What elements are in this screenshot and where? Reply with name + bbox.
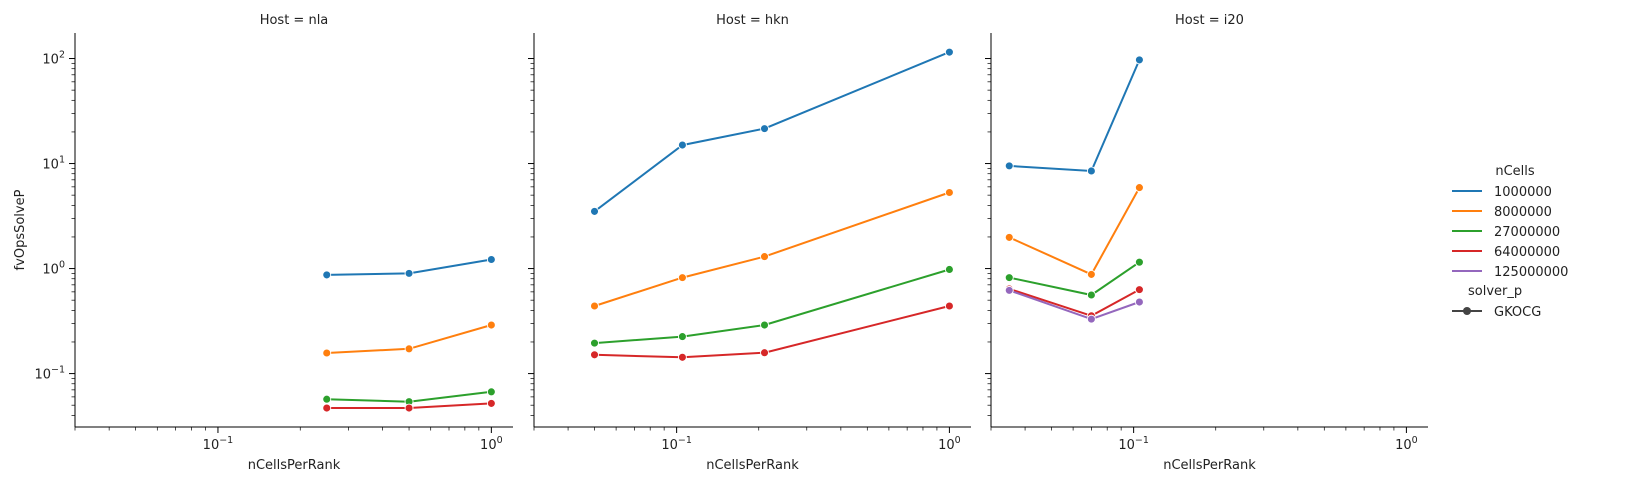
data-point-8000000 bbox=[590, 301, 599, 311]
x-tick-label: 100 bbox=[480, 435, 503, 453]
legend-style-title: solver_p bbox=[1468, 284, 1522, 299]
legend-label-27000000: 27000000 bbox=[1494, 225, 1560, 240]
data-point-27000000 bbox=[1134, 257, 1144, 267]
x-axis-label: nCellsPerRank bbox=[248, 458, 341, 473]
data-point-8000000 bbox=[322, 348, 332, 358]
x-tick-label: 10−1 bbox=[661, 435, 692, 453]
series-line-27000000 bbox=[594, 268, 950, 345]
x-tick-label: 10−1 bbox=[1118, 435, 1149, 453]
data-point-125000000 bbox=[1134, 297, 1144, 307]
series-line-64000000 bbox=[1008, 287, 1140, 317]
y-tick-label: 101 bbox=[42, 155, 65, 173]
series-line-1000000 bbox=[593, 51, 950, 213]
data-point-1000000 bbox=[944, 47, 954, 57]
data-point-1000000 bbox=[404, 268, 414, 278]
data-point-27000000 bbox=[486, 387, 496, 397]
data-point-125000000 bbox=[1086, 314, 1096, 324]
legend-label-1000000: 1000000 bbox=[1494, 185, 1552, 200]
data-point-64000000 bbox=[486, 398, 496, 408]
data-point-64000000 bbox=[1134, 285, 1144, 295]
data-point-64000000 bbox=[404, 403, 414, 413]
legend-title: nCells bbox=[1495, 164, 1535, 179]
data-point-64000000 bbox=[677, 352, 687, 362]
legend-label-8000000: 8000000 bbox=[1494, 205, 1552, 220]
data-point-64000000 bbox=[322, 403, 332, 413]
legend-label-64000000: 64000000 bbox=[1494, 245, 1560, 260]
data-point-125000000 bbox=[1004, 285, 1014, 295]
x-tick-label: 10−1 bbox=[203, 435, 234, 453]
series-line-64000000 bbox=[594, 305, 950, 359]
y-axis-title: fvOpsSolveP bbox=[13, 189, 28, 270]
y-tick-label: 100 bbox=[42, 260, 65, 278]
y-tick-label: 102 bbox=[42, 50, 65, 68]
data-point-8000000 bbox=[1004, 232, 1014, 242]
data-point-8000000 bbox=[677, 273, 687, 283]
data-point-1000000 bbox=[1004, 161, 1014, 171]
legend-label-125000000: 125000000 bbox=[1494, 265, 1568, 280]
data-point-27000000 bbox=[944, 265, 954, 274]
data-point-8000000 bbox=[404, 344, 414, 354]
y-tick-label: 10−1 bbox=[34, 365, 65, 383]
data-point-1000000 bbox=[322, 270, 332, 280]
data-point-1000000 bbox=[760, 124, 769, 134]
data-point-27000000 bbox=[590, 338, 599, 348]
legend-style-label: GKOCG bbox=[1494, 305, 1541, 320]
data-point-27000000 bbox=[1086, 290, 1096, 300]
panel-title: Host = nla bbox=[260, 13, 329, 28]
data-point-1000000 bbox=[590, 206, 599, 216]
data-point-27000000 bbox=[1004, 273, 1014, 283]
x-axis-label: nCellsPerRank bbox=[1163, 458, 1256, 473]
series-line-8000000 bbox=[1008, 187, 1141, 276]
data-point-64000000 bbox=[590, 350, 599, 360]
panel-title: Host = hkn bbox=[716, 13, 789, 28]
data-point-1000000 bbox=[486, 255, 496, 264]
panel-title: Host = i20 bbox=[1175, 13, 1244, 28]
data-point-1000000 bbox=[677, 140, 687, 150]
x-axis-label: nCellsPerRank bbox=[706, 458, 799, 473]
legend-style-marker bbox=[1463, 307, 1471, 315]
x-tick-label: 100 bbox=[938, 435, 961, 453]
series-line-1000000 bbox=[1009, 59, 1141, 173]
data-point-27000000 bbox=[760, 320, 769, 330]
data-point-27000000 bbox=[322, 394, 332, 404]
data-point-64000000 bbox=[944, 301, 954, 311]
data-point-1000000 bbox=[1134, 55, 1144, 65]
data-point-27000000 bbox=[677, 332, 687, 342]
x-tick-label: 100 bbox=[1395, 435, 1418, 453]
data-point-8000000 bbox=[760, 252, 769, 262]
data-point-64000000 bbox=[760, 348, 769, 358]
data-point-8000000 bbox=[944, 188, 954, 197]
data-point-8000000 bbox=[1086, 269, 1096, 279]
data-point-8000000 bbox=[1134, 183, 1144, 193]
series-line-8000000 bbox=[594, 191, 950, 307]
data-point-1000000 bbox=[1086, 166, 1096, 176]
data-point-8000000 bbox=[486, 320, 496, 330]
